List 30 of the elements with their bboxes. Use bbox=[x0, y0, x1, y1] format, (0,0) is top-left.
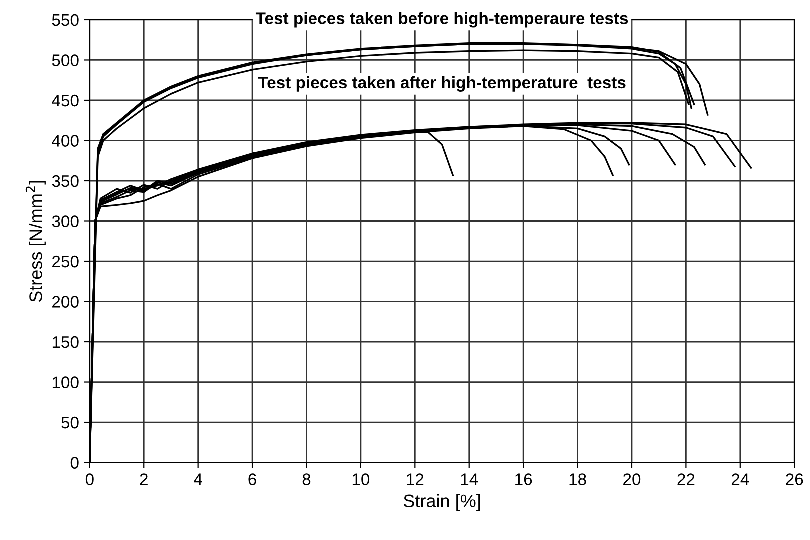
y-tick-label: 450 bbox=[52, 94, 79, 107]
x-tick-label: 10 bbox=[352, 474, 370, 486]
x-tick-label: 22 bbox=[678, 474, 695, 486]
x-tick-label: 26 bbox=[786, 474, 804, 486]
y-tick-label: 500 bbox=[52, 54, 79, 66]
x-tick-label: 6 bbox=[248, 474, 256, 486]
y-tick-label: 300 bbox=[52, 216, 79, 228]
y-tick-label: 50 bbox=[62, 416, 79, 429]
x-tick-label: 2 bbox=[140, 474, 148, 486]
x-tick-label: 4 bbox=[194, 474, 202, 486]
y-tick-label: 250 bbox=[52, 256, 79, 268]
y-axis-title: Stress [N/mm$^{2}$] bbox=[26, 181, 46, 302]
y-tick-label: 350 bbox=[52, 175, 79, 188]
x-tick-label: 20 bbox=[624, 474, 641, 486]
x-tick-label: 12 bbox=[407, 474, 424, 486]
y-tick-label: 150 bbox=[52, 336, 79, 348]
x-tick-label: 0 bbox=[86, 474, 94, 486]
y-tick-label: 100 bbox=[52, 376, 79, 388]
y-tick-label: 400 bbox=[52, 135, 79, 147]
x-tick-label: 18 bbox=[570, 474, 586, 486]
annotation: Test pieces taken after high-temperature tests bbox=[258, 76, 626, 92]
x-tick-label: 24 bbox=[732, 474, 750, 486]
x-tick-label: 8 bbox=[302, 474, 311, 486]
x-tick-label: 14 bbox=[461, 474, 478, 486]
annotation: Test pieces taken before high-temperaure tests bbox=[256, 12, 628, 28]
x-tick-label: 16 bbox=[516, 474, 532, 486]
y-tick-label: 200 bbox=[52, 296, 79, 308]
y-tick-label: 0 bbox=[70, 457, 79, 469]
y-tick-label: 550 bbox=[52, 14, 79, 26]
x-axis-title: Strain [%] bbox=[404, 494, 480, 512]
